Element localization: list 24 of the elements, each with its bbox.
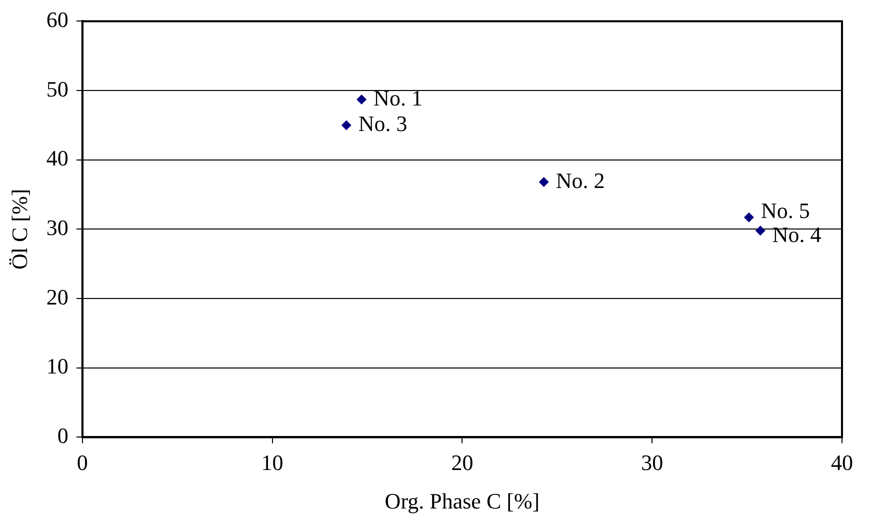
y-tick-label: 30: [46, 214, 68, 240]
x-tick-label: 40: [831, 450, 853, 476]
point: [744, 212, 754, 222]
x-axis-title: Org. Phase C [%]: [384, 488, 540, 514]
point: [755, 226, 766, 236]
annotation: No. 3: [358, 110, 408, 136]
x-tick-label: 0: [76, 450, 88, 476]
point: [356, 94, 367, 105]
annotation: No. 4: [772, 222, 822, 247]
annotation: No. 5: [760, 198, 810, 223]
x-tick-label: 10: [261, 450, 284, 476]
y-tick-label: 20: [46, 284, 68, 310]
y-axis-title: Öl C [%]: [6, 188, 32, 270]
y-tick-label: 40: [46, 146, 68, 171]
point: [341, 120, 352, 130]
x-tick-label: 30: [641, 450, 664, 476]
y-tick-label: 0: [57, 422, 68, 448]
x-tick-label: 20: [451, 450, 474, 476]
y-tick-label: 50: [46, 76, 68, 102]
annotation: No. 1: [374, 85, 422, 110]
point: [538, 177, 549, 188]
y-tick-label: 10: [46, 354, 68, 379]
y-tick-label: 60: [46, 6, 68, 32]
annotation: No. 2: [556, 168, 605, 193]
